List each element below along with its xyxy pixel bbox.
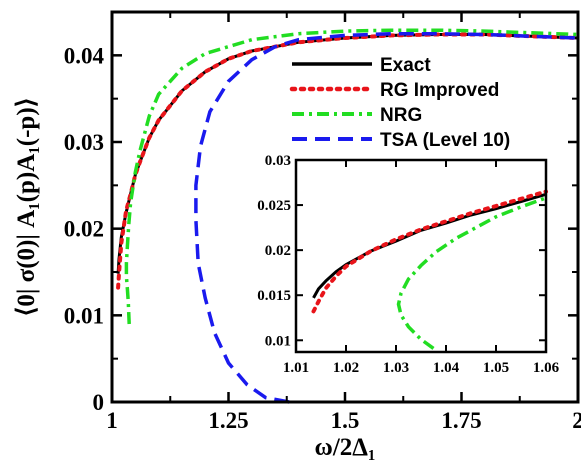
main-y-tick-label-3: 0.03 — [64, 130, 104, 155]
inset-x-tick-label-4: 1.05 — [483, 360, 509, 376]
inset-background — [254, 156, 556, 380]
legend-label-2: NRG — [380, 105, 422, 126]
legend-label-0: Exact — [380, 55, 431, 76]
main-y-tick-label-2: 0.02 — [64, 217, 104, 242]
legend-label-1: RG Improved — [380, 80, 499, 101]
inset-y-tick-label-4: 0.03 — [265, 153, 291, 169]
inset-y-tick-label-1: 0.015 — [257, 288, 291, 304]
main-x-tick-label-4: 2 — [572, 408, 581, 433]
x-axis-label: ω/2Δ₁ — [315, 434, 376, 461]
inset-series-line-2 — [396, 196, 547, 350]
main-x-tick-label-3: 1.75 — [441, 408, 481, 433]
inset-x-tick-label-3: 1.04 — [433, 360, 460, 376]
inset-y-tick-label-2: 0.02 — [265, 243, 291, 259]
inset-plot: 1.01 1.02 1.03 1.04 1.05 1.06 0.01 0.015 0.02 0.0… — [254, 153, 560, 380]
legend: Exact RG Improved NRG TSA (Level 10) — [289, 55, 510, 151]
main-y-tick-label-0: 0 — [93, 390, 105, 415]
y-axis-label: ⟨0| σ(0)| A₁(p)A₁(-p)⟩ — [13, 98, 40, 317]
legend-label-3: TSA (Level 10) — [380, 130, 510, 151]
inset-series-line-1 — [311, 189, 548, 314]
main-x-tick-label-1: 1.25 — [208, 408, 248, 433]
inset-series-line-0 — [312, 192, 547, 299]
main-x-tick-label-2: 1.5 — [331, 408, 360, 433]
main-plot: 1 1.25 1.5 1.75 2 0 0.01 0.02 0.03 0.04 ω/2Δ₁ ⟨0| σ… — [13, 10, 581, 461]
inset-y-tick-label-3: 0.025 — [257, 198, 291, 214]
main-plot-data — [116, 28, 580, 404]
inset-x-tick-label-5: 1.06 — [533, 360, 560, 376]
main-series-line-3 — [194, 31, 579, 404]
inset-x-tick-label-1: 1.02 — [333, 360, 359, 376]
main-x-tick-label-0: 1 — [106, 408, 118, 433]
inset-frame — [294, 158, 548, 354]
main-y-tick-label-1: 0.01 — [64, 303, 104, 328]
inset-y-tick-label-0: 0.01 — [265, 333, 291, 349]
inset-x-tick-label-0: 1.01 — [283, 360, 309, 376]
main-series-line-2 — [124, 28, 579, 325]
inset-x-tick-label-2: 1.03 — [383, 360, 409, 376]
inset-plot-data — [311, 189, 548, 350]
main-y-tick-label-4: 0.04 — [64, 43, 105, 68]
